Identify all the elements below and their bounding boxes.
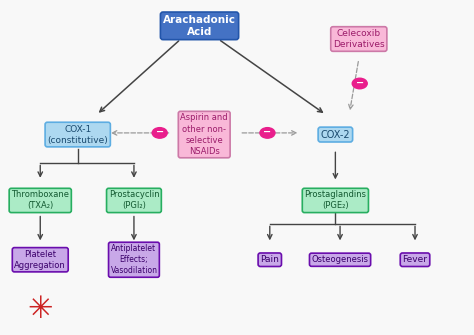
Text: Prostaglandins
(PGE₂): Prostaglandins (PGE₂) [304,190,366,210]
Text: COX-2: COX-2 [320,130,350,140]
Text: Aspirin and
other non-
selective
NSAIDs: Aspirin and other non- selective NSAIDs [181,114,228,156]
Text: Arachadonic
Acid: Arachadonic Acid [163,15,236,37]
Text: Celecoxib
Derivatives: Celecoxib Derivatives [333,29,384,49]
Circle shape [260,128,275,138]
Circle shape [152,128,167,138]
Text: −: − [356,78,364,88]
Text: ✳: ✳ [27,295,53,324]
Text: Thromboxane
(TXA₂): Thromboxane (TXA₂) [11,190,69,210]
Text: COX-1
(constitutive): COX-1 (constitutive) [47,125,108,145]
Text: −: − [155,127,164,137]
Circle shape [352,78,367,89]
Text: Pain: Pain [260,255,279,264]
Text: Antiplatelet
Effects;
Vasodilation: Antiplatelet Effects; Vasodilation [110,244,157,275]
Text: Prostacyclin
(PGI₂): Prostacyclin (PGI₂) [109,190,159,210]
Text: −: − [264,127,272,137]
Text: Osteogenesis: Osteogenesis [311,255,369,264]
Text: Fever: Fever [402,255,428,264]
Text: Platelet
Aggregation: Platelet Aggregation [14,250,66,270]
